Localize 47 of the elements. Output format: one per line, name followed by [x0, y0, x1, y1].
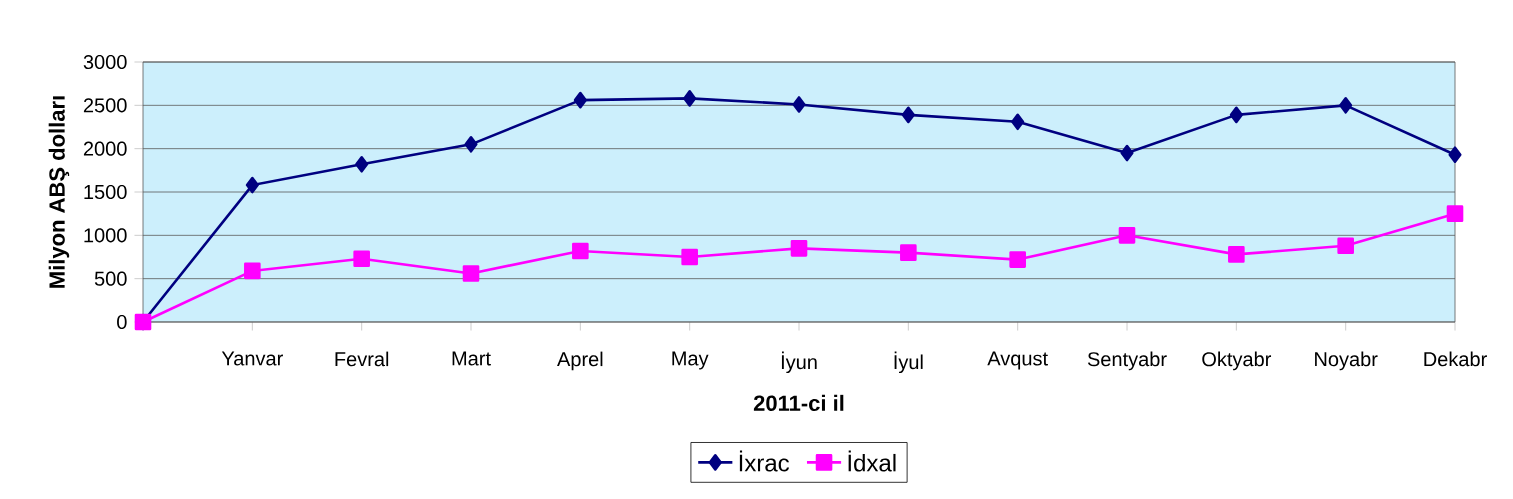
point — [245, 176, 259, 194]
point — [1120, 144, 1134, 162]
point — [1446, 205, 1464, 222]
point — [681, 248, 698, 266]
point — [900, 244, 917, 261]
point — [1448, 146, 1462, 164]
x-tick-label: Avqust — [987, 351, 1048, 370]
x-tick-label: May — [672, 351, 709, 370]
x-tick-label: İyul — [894, 351, 923, 374]
point — [464, 136, 478, 153]
point — [790, 240, 808, 257]
point — [353, 250, 370, 268]
point — [1229, 106, 1243, 124]
point — [1228, 246, 1245, 263]
point — [355, 155, 369, 173]
y-tick-label: 1500 — [84, 184, 127, 200]
y-tick-label: 500 — [94, 271, 127, 286]
point — [683, 90, 697, 107]
point — [244, 262, 261, 280]
point — [572, 242, 589, 260]
point — [1337, 237, 1354, 255]
y-tick-label: 2500 — [83, 98, 127, 113]
x-tick-label: Noyabr — [1315, 351, 1378, 371]
legend-label: İxrac — [739, 450, 790, 472]
y-tick-label: 1000 — [84, 228, 127, 243]
x-tick-label: İyun — [781, 351, 817, 374]
point — [1011, 113, 1025, 131]
x-tick-label: Dekabr — [1424, 351, 1487, 367]
x-tick-label: Aprel — [557, 351, 603, 371]
point — [1339, 97, 1353, 114]
x-tick-label: Fevral — [335, 351, 389, 367]
point — [901, 106, 915, 124]
point — [573, 91, 587, 109]
x-tick-label: Oktyabr — [1202, 351, 1272, 371]
point — [1118, 227, 1136, 244]
x-tick-label: Yanvar — [221, 351, 283, 366]
point — [1009, 251, 1026, 268]
x-axis-title: 2011-ci il — [753, 394, 844, 411]
y-tick-label: 2000 — [83, 141, 127, 156]
x-tick-label: Sentyabr — [1087, 351, 1167, 371]
y-tick-label: 0 — [117, 314, 127, 330]
y-tick-label: 3000 — [83, 54, 127, 70]
legend-label: İdxal — [848, 450, 896, 472]
point — [462, 265, 480, 282]
x-tick-label: Mart — [452, 351, 491, 366]
point — [792, 96, 806, 113]
y-axis-title: Milyon ABŞ dolları — [48, 96, 70, 288]
